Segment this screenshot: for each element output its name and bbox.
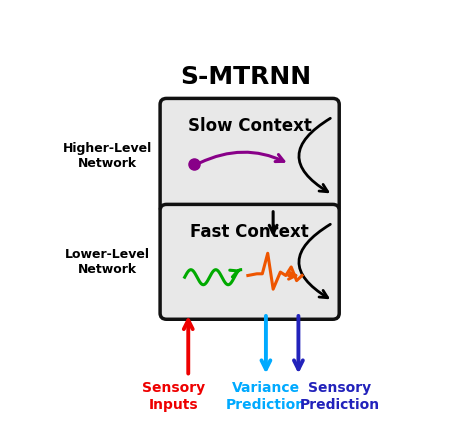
Text: S-MTRNN: S-MTRNN — [180, 65, 312, 89]
Text: Lower-Level
Network: Lower-Level Network — [64, 248, 150, 276]
Text: Higher-Level
Network: Higher-Level Network — [62, 142, 151, 170]
Text: Sensory
Inputs: Sensory Inputs — [142, 381, 206, 412]
FancyBboxPatch shape — [160, 99, 339, 213]
Text: Variance
Prediction: Variance Prediction — [226, 381, 306, 412]
Text: Fast Context: Fast Context — [190, 222, 309, 241]
Text: Sensory
Prediction: Sensory Prediction — [300, 381, 380, 412]
Text: Slow Context: Slow Context — [188, 116, 312, 135]
FancyBboxPatch shape — [160, 204, 339, 319]
